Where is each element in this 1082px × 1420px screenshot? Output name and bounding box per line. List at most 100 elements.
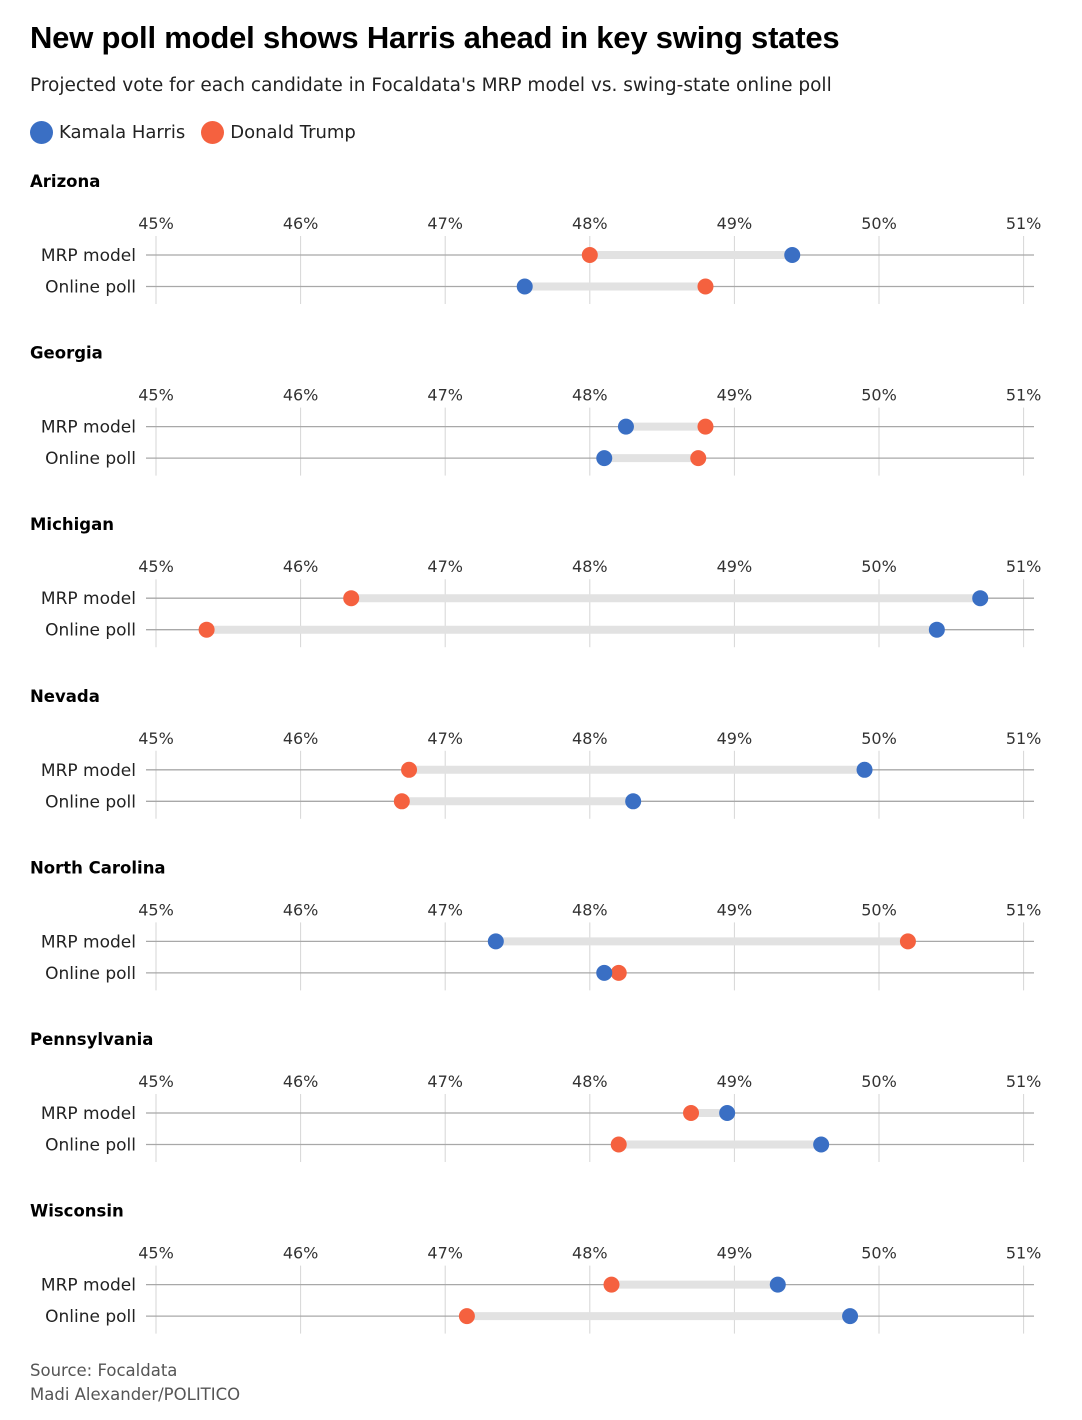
x-tick-label: 45% (138, 386, 174, 405)
x-tick-label: 48% (572, 1244, 608, 1263)
credit-note: Madi Alexander/POLITICO (30, 1385, 241, 1404)
x-tick-label: 46% (283, 557, 319, 576)
trump-dot-wisconsin-mrp (603, 1276, 620, 1293)
harris-dot-wisconsin-online (842, 1308, 859, 1325)
x-tick-label: 50% (861, 557, 897, 576)
panel-title-pennsylvania: Pennsylvania (30, 1030, 153, 1049)
x-tick-label: 46% (283, 729, 319, 748)
legend-item-trump: Donald Trump (201, 121, 356, 144)
panel-title-nevada: Nevada (30, 687, 100, 706)
row-label: MRP model (41, 589, 136, 609)
x-tick-label: 47% (427, 729, 463, 748)
row-label: Online poll (45, 278, 136, 298)
harris-dot-michigan-mrp (972, 590, 989, 607)
x-tick-label: 46% (283, 386, 319, 405)
harris-dot-arizona-online (516, 278, 533, 295)
x-tick-label: 46% (283, 1072, 319, 1091)
x-tick-label: 48% (572, 386, 608, 405)
row-label: Online poll (45, 792, 136, 812)
row-label: MRP model (41, 418, 136, 438)
row-label: Online poll (45, 1307, 136, 1327)
legend: Kamala Harris Donald Trump (30, 121, 372, 144)
legend-item-harris: Kamala Harris (30, 121, 185, 144)
x-tick-label: 50% (861, 214, 897, 233)
harris-dot-pennsylvania-online (813, 1136, 830, 1153)
trump-dot-michigan-online (198, 621, 215, 638)
x-tick-label: 45% (138, 729, 174, 748)
legend-label-trump: Donald Trump (230, 122, 356, 143)
x-tick-label: 45% (138, 900, 174, 919)
x-tick-label: 46% (283, 900, 319, 919)
row-label: Online poll (45, 964, 136, 984)
trump-dot-georgia-online (690, 450, 707, 467)
legend-dot-trump (201, 121, 225, 144)
x-tick-label: 51% (1006, 214, 1042, 233)
x-tick-label: 47% (427, 900, 463, 919)
x-tick-label: 47% (427, 1072, 463, 1091)
panel-title-arizona: Arizona (30, 172, 100, 191)
x-tick-label: 48% (572, 729, 608, 748)
x-tick-label: 45% (138, 1072, 174, 1091)
row-label: MRP model (41, 932, 136, 952)
trump-dot-north-carolina-online (610, 964, 627, 981)
x-tick-label: 45% (138, 1244, 174, 1263)
row-label: Online poll (45, 1136, 136, 1156)
chart-title: New poll model shows Harris ahead in key… (30, 20, 840, 55)
harris-dot-nevada-online (625, 793, 642, 810)
x-tick-label: 46% (283, 1244, 319, 1263)
harris-dot-north-carolina-mrp (487, 933, 504, 950)
row-label: MRP model (41, 246, 136, 266)
x-tick-label: 51% (1006, 1244, 1042, 1263)
harris-dot-georgia-mrp (617, 418, 634, 435)
x-tick-label: 47% (427, 386, 463, 405)
source-note: Source: Focaldata (30, 1361, 178, 1380)
x-tick-label: 50% (861, 729, 897, 748)
x-tick-label: 51% (1006, 729, 1042, 748)
x-tick-label: 47% (427, 1244, 463, 1263)
x-tick-label: 49% (717, 729, 753, 748)
trump-dot-wisconsin-online (458, 1308, 475, 1325)
x-tick-label: 48% (572, 557, 608, 576)
chart-subtitle: Projected vote for each candidate in Foc… (30, 75, 832, 96)
harris-dot-pennsylvania-mrp (719, 1105, 736, 1121)
panel-title-wisconsin: Wisconsin (30, 1202, 124, 1221)
panel-title-georgia: Georgia (30, 344, 103, 363)
x-tick-label: 51% (1006, 900, 1042, 919)
panel-title-north-carolina: North Carolina (30, 858, 166, 877)
x-tick-label: 49% (717, 386, 753, 405)
x-tick-label: 49% (717, 1072, 753, 1091)
trump-dot-georgia-mrp (697, 418, 714, 435)
harris-dot-north-carolina-online (596, 964, 613, 981)
x-tick-label: 47% (427, 557, 463, 576)
panel-title-michigan: Michigan (30, 515, 114, 534)
x-tick-label: 49% (717, 1244, 753, 1263)
legend-label-harris: Kamala Harris (59, 122, 186, 143)
x-tick-label: 46% (283, 214, 319, 233)
row-label: MRP model (41, 1276, 136, 1296)
trump-dot-nevada-online (393, 793, 410, 810)
footer: Source: Focaldata Madi Alexander/POLITIC… (30, 1359, 240, 1407)
trump-dot-nevada-mrp (401, 761, 418, 778)
trump-dot-pennsylvania-online (610, 1136, 627, 1153)
x-tick-label: 51% (1006, 1072, 1042, 1091)
x-tick-label: 45% (138, 214, 174, 233)
x-tick-label: 50% (861, 900, 897, 919)
x-tick-label: 50% (861, 1244, 897, 1263)
x-tick-label: 51% (1006, 386, 1042, 405)
trump-dot-michigan-mrp (343, 590, 360, 607)
harris-dot-wisconsin-mrp (769, 1276, 786, 1293)
x-tick-label: 49% (717, 557, 753, 576)
x-tick-label: 47% (427, 214, 463, 233)
trump-dot-north-carolina-mrp (899, 933, 916, 950)
legend-dot-harris (30, 121, 53, 144)
trump-dot-arizona-online (697, 278, 714, 295)
trump-dot-arizona-mrp (581, 247, 598, 263)
row-label: MRP model (41, 1104, 136, 1124)
x-tick-label: 45% (138, 557, 174, 576)
x-tick-label: 48% (572, 1072, 608, 1091)
x-tick-label: 49% (717, 214, 753, 233)
harris-dot-nevada-mrp (856, 761, 873, 778)
x-tick-label: 49% (717, 900, 753, 919)
trump-dot-pennsylvania-mrp (683, 1105, 700, 1121)
x-tick-label: 51% (1006, 557, 1042, 576)
